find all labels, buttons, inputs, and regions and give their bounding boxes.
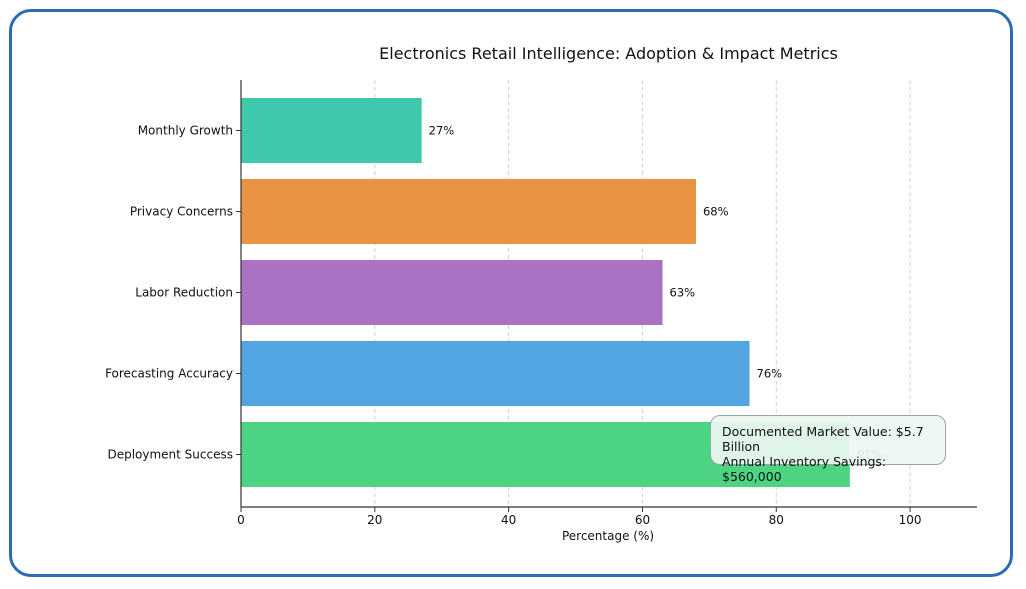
data-label: 76% xyxy=(757,367,783,381)
x-tick-label: 40 xyxy=(501,513,516,527)
data-label: 27% xyxy=(429,124,455,138)
y-tick-label: Deployment Success xyxy=(107,448,233,462)
bar xyxy=(241,98,422,163)
x-tick-label: 80 xyxy=(769,513,784,527)
x-tick-label: 0 xyxy=(237,513,245,527)
x-axis-label: Percentage (%) xyxy=(562,529,654,543)
x-tick-label: 60 xyxy=(635,513,650,527)
y-tick-label: Forecasting Accuracy xyxy=(105,367,233,381)
data-label: 68% xyxy=(703,205,729,219)
y-tick-label: Labor Reduction xyxy=(135,286,233,300)
data-label: 63% xyxy=(670,286,696,300)
annotation-box: Documented Market Value: $5.7 Billion An… xyxy=(710,415,946,484)
y-tick-label: Privacy Concerns xyxy=(130,205,233,219)
x-tick-label: 20 xyxy=(367,513,382,527)
annotation-line-1: Documented Market Value: $5.7 Billion xyxy=(722,424,924,454)
bar xyxy=(241,179,696,244)
bar xyxy=(241,341,750,406)
x-tick-label: 100 xyxy=(899,513,922,527)
chart-title: Electronics Retail Intelligence: Adoptio… xyxy=(379,44,838,63)
annotation-line-2: Annual Inventory Savings: $560,000 xyxy=(722,454,887,484)
y-tick-label: Monthly Growth xyxy=(138,124,233,138)
bar xyxy=(241,260,663,325)
